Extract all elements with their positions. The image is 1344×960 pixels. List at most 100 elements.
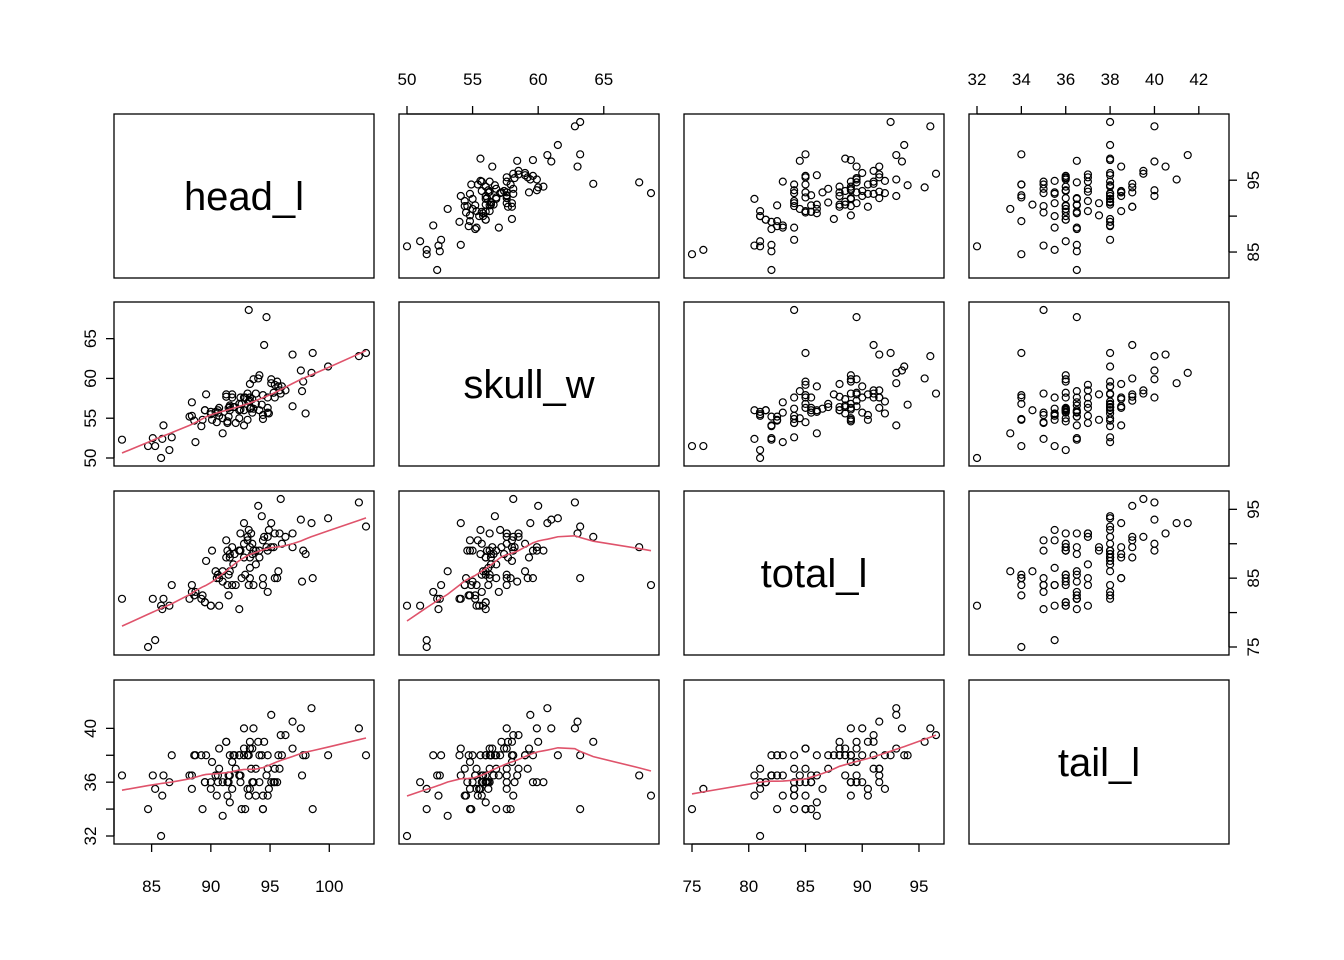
data-point bbox=[801, 764, 810, 773]
data-point bbox=[812, 204, 821, 214]
data-point bbox=[251, 389, 260, 398]
data-point bbox=[1183, 518, 1192, 528]
tick-label: 90 bbox=[853, 877, 872, 896]
data-point bbox=[875, 173, 884, 182]
data-point bbox=[1050, 212, 1059, 221]
data-point bbox=[1105, 560, 1115, 569]
data-point bbox=[255, 406, 264, 415]
data-point bbox=[472, 580, 481, 590]
data-point bbox=[1105, 117, 1115, 127]
data-point bbox=[1150, 498, 1159, 507]
data-point bbox=[1072, 387, 1081, 396]
data-point bbox=[1150, 375, 1159, 384]
data-point bbox=[1105, 437, 1115, 447]
data-point bbox=[502, 724, 511, 733]
panel-tail_l-vs-tail_l: tail_l bbox=[968, 679, 1230, 845]
data-point bbox=[539, 546, 548, 555]
data-point bbox=[863, 791, 873, 800]
data-point bbox=[903, 751, 912, 760]
data-point bbox=[892, 710, 901, 720]
data-point bbox=[437, 235, 446, 244]
data-point bbox=[1061, 194, 1070, 203]
data-point bbox=[200, 778, 210, 787]
data-point bbox=[846, 751, 855, 760]
data-point bbox=[502, 771, 511, 780]
data-point bbox=[532, 546, 541, 555]
data-point bbox=[1105, 182, 1115, 191]
panel-frame bbox=[683, 679, 945, 845]
data-point bbox=[1105, 402, 1115, 412]
data-point bbox=[267, 518, 276, 528]
data-point bbox=[1017, 642, 1026, 652]
data-point bbox=[790, 414, 799, 424]
data-point bbox=[1172, 175, 1181, 184]
axis-bottom-head-l: 85 90 95 100 bbox=[142, 843, 343, 896]
data-point bbox=[270, 574, 279, 583]
data-point bbox=[801, 193, 810, 202]
data-point bbox=[1105, 414, 1115, 423]
data-point bbox=[1050, 223, 1059, 232]
data-point bbox=[324, 751, 333, 760]
data-point bbox=[507, 214, 517, 224]
data-point bbox=[297, 771, 307, 780]
data-point bbox=[1050, 441, 1059, 451]
data-point bbox=[1072, 224, 1081, 234]
data-point bbox=[1006, 567, 1015, 576]
data-point bbox=[297, 577, 307, 586]
data-point bbox=[1061, 371, 1070, 380]
panel-frame bbox=[683, 113, 945, 279]
data-point bbox=[801, 188, 810, 197]
data-point bbox=[490, 181, 499, 190]
data-point bbox=[215, 601, 224, 610]
data-point bbox=[215, 403, 224, 412]
data-point bbox=[513, 771, 522, 780]
data-point bbox=[635, 178, 644, 187]
data-point bbox=[255, 751, 264, 760]
data-point bbox=[1105, 546, 1115, 555]
data-point bbox=[1083, 206, 1093, 216]
data-point bbox=[543, 150, 552, 160]
data-point bbox=[920, 183, 929, 192]
data-point bbox=[1061, 529, 1070, 538]
data-point bbox=[1072, 393, 1081, 402]
data-point bbox=[481, 207, 490, 216]
data-point bbox=[790, 199, 799, 208]
data-point bbox=[790, 791, 799, 800]
data-point bbox=[503, 202, 513, 211]
data-point bbox=[148, 594, 157, 603]
data-point bbox=[1128, 390, 1137, 399]
data-point bbox=[1105, 594, 1115, 603]
data-point bbox=[1039, 305, 1048, 315]
data-point bbox=[1072, 567, 1081, 576]
data-point bbox=[308, 574, 317, 583]
data-point bbox=[156, 831, 166, 841]
data-point bbox=[258, 804, 268, 814]
data-point bbox=[863, 202, 873, 211]
data-point bbox=[296, 724, 305, 733]
data-point bbox=[863, 410, 873, 420]
data-point bbox=[481, 778, 490, 787]
data-point bbox=[790, 411, 799, 420]
data-point bbox=[1050, 536, 1059, 545]
data-point bbox=[801, 206, 810, 216]
data-point bbox=[218, 429, 227, 438]
variable-label-tail_l: tail_l bbox=[1058, 741, 1140, 785]
data-point bbox=[526, 710, 535, 720]
data-point bbox=[903, 181, 912, 190]
data-point bbox=[1105, 198, 1115, 207]
data-point bbox=[687, 250, 697, 259]
data-point bbox=[159, 771, 168, 780]
axis-right-total-l: 75 85 95 bbox=[1228, 500, 1263, 656]
data-point bbox=[1161, 162, 1170, 171]
data-point bbox=[576, 804, 585, 814]
data-point bbox=[1105, 422, 1115, 431]
data-point bbox=[858, 186, 867, 196]
data-point bbox=[755, 410, 765, 419]
data-point bbox=[1139, 494, 1148, 504]
data-point bbox=[778, 398, 787, 407]
data-point bbox=[235, 605, 244, 614]
data-point bbox=[750, 406, 759, 415]
data-point bbox=[485, 744, 494, 753]
data-point bbox=[812, 429, 821, 438]
data-point bbox=[1128, 202, 1137, 211]
